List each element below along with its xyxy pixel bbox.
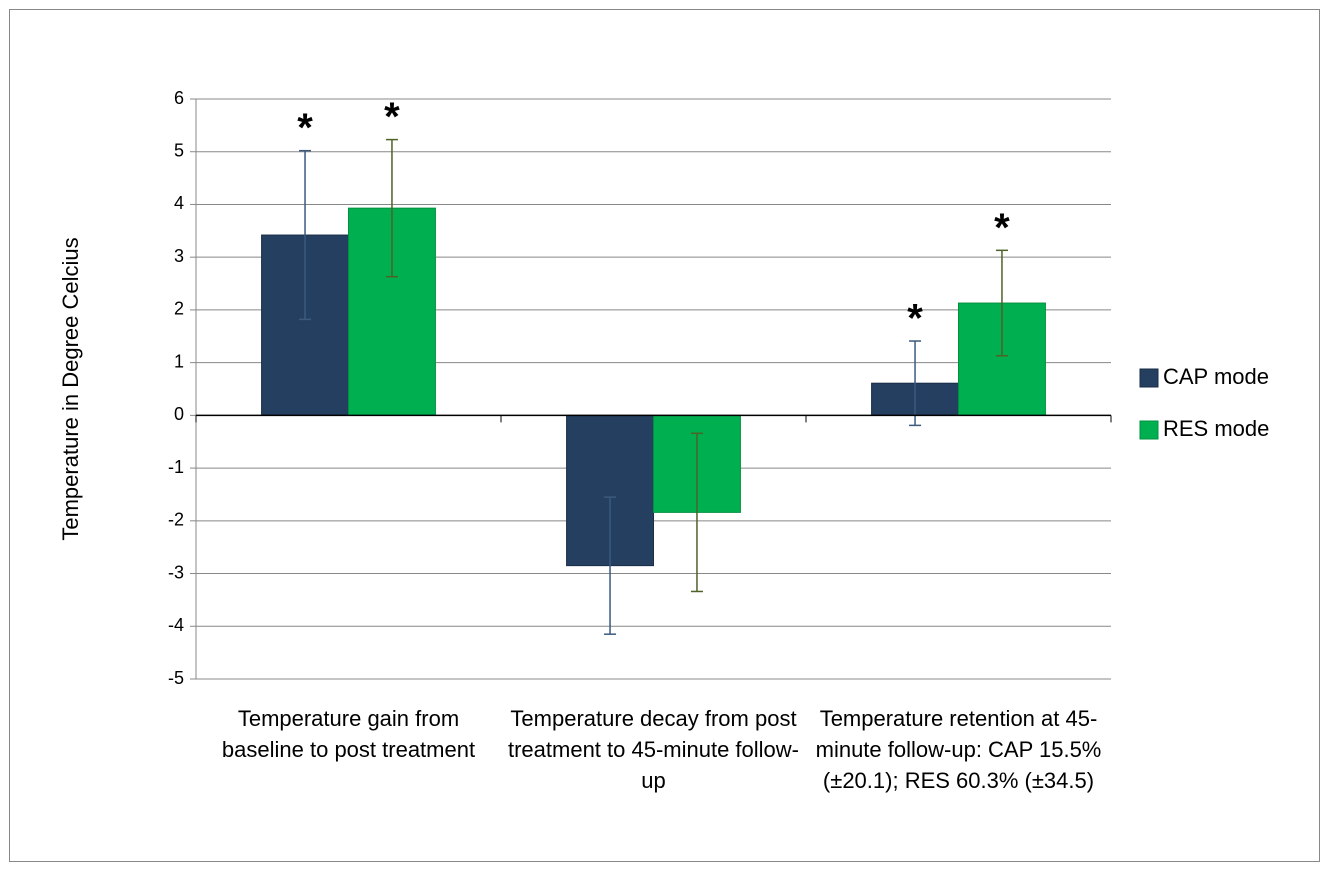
significance-marker: * bbox=[384, 95, 400, 139]
y-tick-label: 1 bbox=[174, 351, 184, 371]
x-tick-label: Temperature decay from post treatment to… bbox=[507, 706, 800, 793]
error-bar bbox=[995, 249, 1008, 357]
y-tick-label: 2 bbox=[174, 299, 184, 319]
y-tick-label: 3 bbox=[174, 246, 184, 266]
x-tick-label: Temperature retention at 45-minute follo… bbox=[815, 706, 1102, 793]
significance-marker: * bbox=[994, 206, 1010, 250]
y-axis-label: Temperature in Degree Celcius bbox=[58, 237, 83, 540]
legend-swatch bbox=[1139, 368, 1159, 388]
chart-border bbox=[9, 9, 1320, 862]
y-tick-label: -4 bbox=[168, 615, 184, 635]
significance-marker: * bbox=[297, 106, 313, 150]
error-bar bbox=[690, 432, 703, 593]
y-tick-label: 5 bbox=[174, 140, 184, 160]
legend-label: RES mode bbox=[1163, 416, 1269, 441]
legend-swatch bbox=[1139, 420, 1159, 440]
error-bar bbox=[299, 149, 312, 321]
y-tick-label: -1 bbox=[168, 457, 184, 477]
error-bar bbox=[909, 340, 922, 427]
y-tick-label: -3 bbox=[168, 562, 184, 582]
error-bar bbox=[604, 496, 617, 635]
significance-marker: * bbox=[907, 297, 923, 341]
y-tick-label: -2 bbox=[168, 510, 184, 530]
y-tick-label: 4 bbox=[174, 193, 184, 213]
y-tick-label: -5 bbox=[168, 668, 184, 688]
y-tick-label: 0 bbox=[174, 404, 184, 424]
legend-label: CAP mode bbox=[1163, 364, 1269, 389]
error-bar bbox=[385, 138, 398, 278]
x-tick-label: Temperature gain from baseline to post t… bbox=[221, 706, 476, 762]
y-tick-label: 6 bbox=[174, 88, 184, 108]
